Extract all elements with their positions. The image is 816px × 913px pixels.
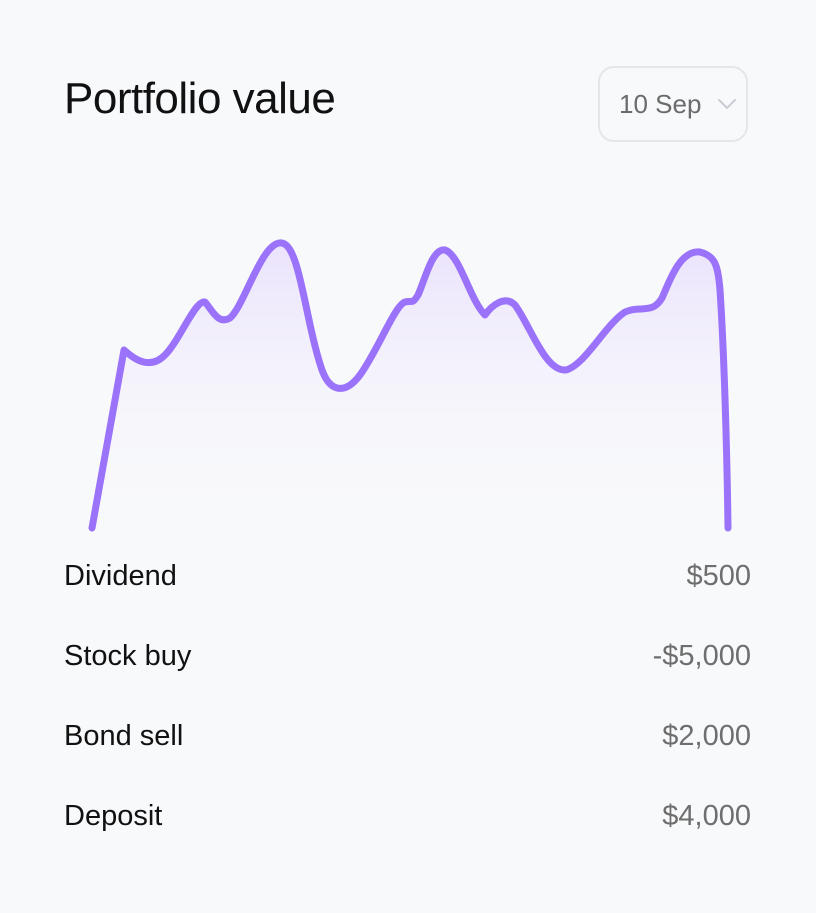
transaction-amount: $2,000 [662,720,751,752]
transaction-name: Deposit [64,800,163,832]
transaction-row: Bond sell $2,000 [64,720,751,800]
transaction-list: Dividend $500 Stock buy -$5,000 Bond sell $… [64,560,751,880]
transaction-row: Stock buy -$5,000 [64,640,751,720]
transaction-row: Deposit $4,000 [64,800,751,880]
chevron-down-icon [718,99,737,110]
transaction-amount: $500 [686,560,751,592]
chart-line [88,239,732,532]
transaction-name: Dividend [64,560,177,592]
date-select[interactable]: 10 Sep [598,66,748,142]
date-select-value: 10 Sep [619,88,702,119]
transaction-name: Bond sell [64,720,184,752]
transaction-amount: -$5,000 [652,640,751,672]
page-title: Portfolio value [64,74,336,123]
chart-area-fill [92,242,728,528]
portfolio-chart [88,239,732,532]
transaction-row: Dividend $500 [64,560,751,640]
transaction-amount: $4,000 [662,800,751,832]
transaction-name: Stock buy [64,640,192,672]
